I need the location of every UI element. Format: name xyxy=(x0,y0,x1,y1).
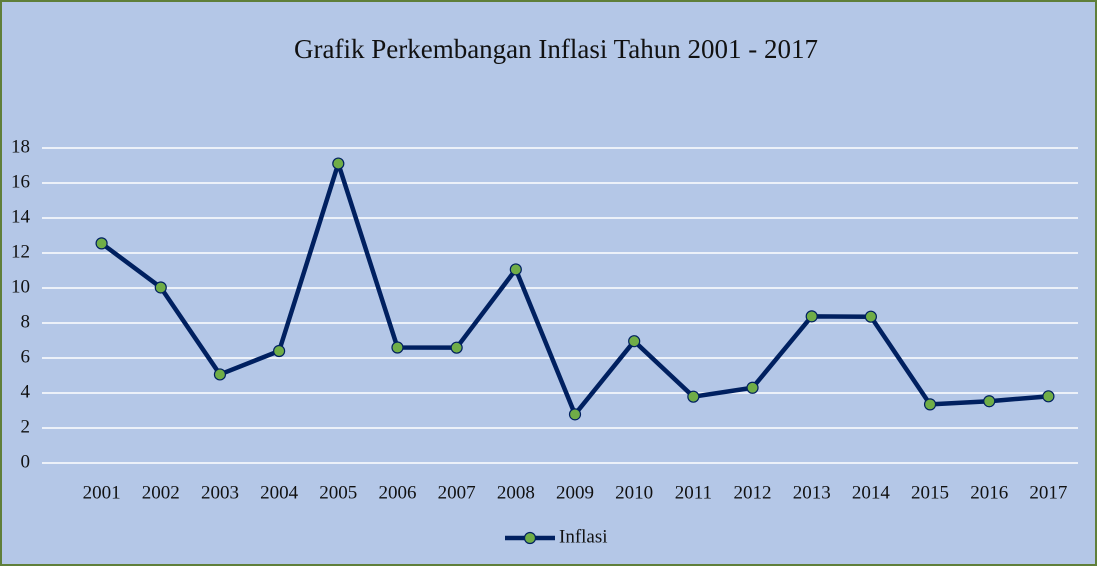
data-point xyxy=(273,344,286,358)
data-point xyxy=(332,157,345,170)
y-tick-label: 0 xyxy=(21,451,31,472)
data-point xyxy=(746,381,759,394)
data-point xyxy=(568,408,582,421)
x-tick-label: 2016 xyxy=(970,482,1008,503)
y-tick-label: 2 xyxy=(21,416,31,437)
data-point xyxy=(805,310,818,323)
x-tick-label: 2017 xyxy=(1029,482,1067,503)
data-point xyxy=(509,263,522,276)
y-tick-label: 10 xyxy=(11,276,30,297)
x-tick-label: 2007 xyxy=(438,482,476,503)
x-tick-label: 2015 xyxy=(911,482,949,503)
data-point xyxy=(1042,390,1055,403)
x-tick-label: 2006 xyxy=(378,482,416,503)
data-point xyxy=(864,310,877,323)
y-tick-label: 16 xyxy=(11,171,30,192)
x-tick-label: 2014 xyxy=(852,482,891,503)
data-point xyxy=(213,368,227,381)
x-tick-label: 2011 xyxy=(675,482,712,503)
data-point xyxy=(391,341,404,354)
data-point xyxy=(450,341,463,354)
y-tick-label: 18 xyxy=(11,136,30,157)
x-tick-label: 2008 xyxy=(497,482,535,503)
x-tick-label: 2013 xyxy=(793,482,831,503)
x-tick-label: 2003 xyxy=(201,482,239,503)
x-tick-label: 2002 xyxy=(142,482,180,503)
legend-marker xyxy=(523,531,537,545)
data-point xyxy=(923,398,937,411)
x-tick-label: 2010 xyxy=(615,482,653,503)
data-point xyxy=(687,390,700,403)
legend-label: Inflasi xyxy=(559,526,608,547)
x-tick-label: 2004 xyxy=(260,482,299,503)
y-tick-label: 6 xyxy=(21,346,31,367)
y-tick-label: 4 xyxy=(21,381,31,402)
data-point xyxy=(628,335,641,348)
y-tick-label: 8 xyxy=(21,311,31,332)
data-point xyxy=(95,237,108,250)
x-tick-label: 2012 xyxy=(734,482,772,503)
y-tick-label: 12 xyxy=(11,241,30,262)
data-point xyxy=(983,395,996,408)
x-tick-label: 2005 xyxy=(319,482,357,503)
x-tick-label: 2001 xyxy=(83,482,121,503)
y-tick-label: 14 xyxy=(11,206,31,227)
x-tick-label: 2009 xyxy=(556,482,594,503)
chart-title: Grafik Perkembangan Inflasi Tahun 2001 -… xyxy=(294,34,818,64)
data-point xyxy=(154,281,167,294)
